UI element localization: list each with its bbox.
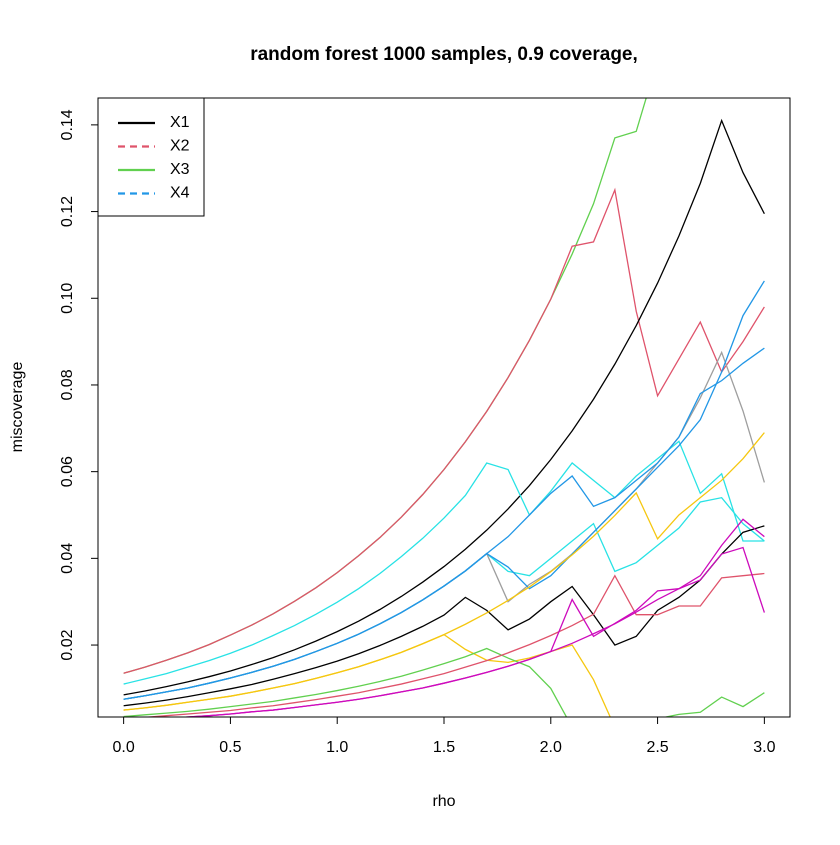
x-tick-label: 1.5 [433,739,455,756]
series-line [177,518,765,717]
y-tick-label: 0.14 [59,109,76,140]
y-tick-label: 0.10 [59,283,76,314]
plot-lines [123,98,765,717]
series-line [123,347,765,700]
legend-label: X3 [170,161,190,178]
x-tick-label: 0.5 [219,739,241,756]
series-line [123,440,765,685]
legend-label: X2 [170,138,190,155]
series-line [123,633,611,717]
legend-box [97,97,205,217]
legend-label: X4 [170,185,190,202]
y-tick-label: 0.12 [59,196,76,227]
x-tick-label: 2.0 [540,739,562,756]
y-tick-label: 0.02 [59,629,76,660]
x-tick-label: 0.0 [113,739,135,756]
legend-label: X1 [170,114,190,131]
y-axis-label: miscoverage [9,362,26,453]
series-line [123,187,765,674]
series-line [123,118,765,696]
series-line [123,647,765,717]
series-line [141,572,765,717]
y-tick-label: 0.08 [59,369,76,400]
y-tick-label: 0.06 [59,456,76,487]
x-tick-label: 3.0 [753,739,775,756]
chart-title: random forest 1000 samples, 0.9 coverage… [250,44,638,65]
y-tick-label: 0.04 [59,543,76,574]
x-tick-label: 2.5 [646,739,668,756]
x-tick-label: 1.0 [326,739,348,756]
series-line [123,525,765,707]
x-axis-label: rho [432,793,455,810]
